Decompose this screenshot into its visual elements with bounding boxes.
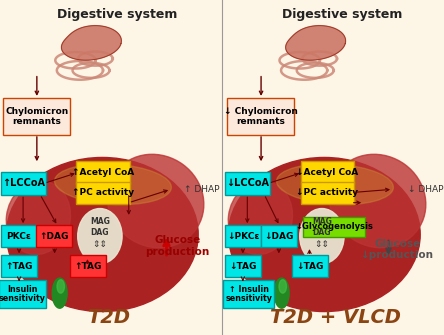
Ellipse shape: [228, 157, 420, 312]
Ellipse shape: [300, 208, 344, 264]
Text: ↑ DHAP: ↑ DHAP: [184, 185, 220, 194]
FancyBboxPatch shape: [223, 280, 274, 308]
Text: ↑TAG: ↑TAG: [5, 262, 32, 271]
FancyBboxPatch shape: [225, 255, 261, 277]
Text: PKCε: PKCε: [6, 232, 32, 241]
FancyBboxPatch shape: [303, 217, 365, 237]
FancyBboxPatch shape: [76, 182, 130, 204]
Text: ↓PC activity: ↓PC activity: [297, 188, 358, 197]
Text: T2D + VLCD: T2D + VLCD: [270, 308, 401, 327]
FancyBboxPatch shape: [3, 98, 70, 135]
Text: ⇕⇕: ⇕⇕: [314, 240, 329, 249]
Text: ↓Glycogenolysis: ↓Glycogenolysis: [295, 222, 373, 231]
FancyBboxPatch shape: [0, 280, 46, 308]
Text: ↓TAG: ↓TAG: [296, 262, 323, 271]
Text: ↓ Chylomicron
remnants: ↓ Chylomicron remnants: [224, 107, 298, 126]
FancyBboxPatch shape: [1, 255, 37, 277]
Text: Digestive system: Digestive system: [281, 8, 402, 21]
Text: Chylomicron
remnants: Chylomicron remnants: [5, 107, 68, 126]
Text: Glucose
production: Glucose production: [146, 236, 210, 257]
FancyBboxPatch shape: [225, 172, 270, 195]
FancyBboxPatch shape: [225, 225, 261, 247]
Text: Digestive system: Digestive system: [57, 8, 178, 21]
FancyBboxPatch shape: [1, 225, 37, 247]
FancyBboxPatch shape: [76, 161, 130, 184]
Text: ↓PKCε: ↓PKCε: [227, 232, 259, 241]
Text: ↑PC activity: ↑PC activity: [72, 188, 134, 197]
Text: DAG: DAG: [91, 228, 109, 237]
Ellipse shape: [277, 164, 393, 205]
Text: ↓ DHAP: ↓ DHAP: [408, 185, 444, 194]
Text: Insulin
sensitivity: Insulin sensitivity: [0, 285, 46, 303]
Text: ↑LCCoA: ↑LCCoA: [2, 179, 45, 188]
Ellipse shape: [6, 157, 198, 312]
Bar: [0, 0, 222, 335]
Text: ↓Acetyl CoA: ↓Acetyl CoA: [296, 168, 359, 177]
Text: ↓TAG: ↓TAG: [230, 262, 257, 271]
Text: ↑Acetyl CoA: ↑Acetyl CoA: [72, 168, 135, 177]
Ellipse shape: [228, 181, 293, 255]
Polygon shape: [61, 26, 121, 60]
Text: MAG: MAG: [90, 217, 110, 225]
Text: T2D: T2D: [87, 308, 131, 327]
FancyBboxPatch shape: [292, 255, 328, 277]
Text: ↑DAG: ↑DAG: [40, 232, 69, 241]
Ellipse shape: [274, 278, 289, 308]
FancyBboxPatch shape: [36, 225, 72, 247]
FancyBboxPatch shape: [301, 182, 354, 204]
FancyBboxPatch shape: [261, 225, 297, 247]
Ellipse shape: [78, 208, 122, 264]
Polygon shape: [285, 26, 345, 60]
Ellipse shape: [107, 154, 204, 248]
Ellipse shape: [57, 280, 64, 293]
FancyBboxPatch shape: [301, 161, 354, 184]
Ellipse shape: [329, 154, 426, 248]
Ellipse shape: [6, 181, 71, 255]
Text: ↓LCCoA: ↓LCCoA: [226, 179, 269, 188]
Ellipse shape: [279, 280, 286, 293]
Text: MAG: MAG: [312, 217, 332, 225]
FancyBboxPatch shape: [70, 255, 106, 277]
Ellipse shape: [52, 278, 67, 308]
Text: ↓DAG: ↓DAG: [264, 232, 293, 241]
FancyBboxPatch shape: [1, 172, 46, 195]
Text: ↑ Insulin
sensitivity: ↑ Insulin sensitivity: [225, 285, 272, 303]
Text: DAG: DAG: [313, 228, 331, 237]
Bar: [222, 0, 444, 335]
Text: Glucose
↓production: Glucose ↓production: [361, 239, 434, 260]
FancyBboxPatch shape: [227, 98, 294, 135]
Ellipse shape: [55, 164, 171, 205]
Text: ↑TAG: ↑TAG: [74, 262, 101, 271]
Text: ⇕⇕: ⇕⇕: [92, 240, 107, 249]
